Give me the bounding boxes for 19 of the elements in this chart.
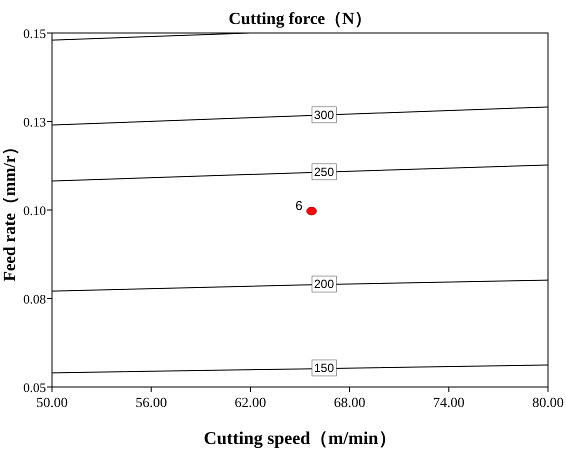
annotation: 6 (295, 198, 303, 214)
series-label: 150 (314, 360, 334, 375)
y-tick-label: 0.08 (23, 292, 46, 306)
x-tick-label: 50.00 (36, 396, 68, 411)
series-label: 200 (314, 277, 334, 292)
y-tick-label: 0.15 (23, 26, 46, 41)
x-tick-label: 68.00 (334, 396, 366, 411)
series-label: 250 (314, 164, 334, 179)
x-tick-label: 74.00 (433, 396, 465, 411)
y-tick-label: 0.10 (23, 203, 46, 218)
x-tick-label: 56.00 (135, 396, 167, 411)
y-tick-label: 0.13 (23, 114, 46, 130)
series-label: 300 (314, 108, 334, 122)
y-tick-label: 0.05 (23, 380, 46, 395)
x-tick-label: 80.00 (532, 396, 564, 411)
y-axis-title: Feed rate（mm/r） (0, 138, 19, 282)
chart-title: Cutting force（N） (228, 9, 372, 28)
x-axis-title: Cutting speed（m/min） (204, 428, 396, 448)
x-tick-label: 62.00 (234, 396, 266, 411)
